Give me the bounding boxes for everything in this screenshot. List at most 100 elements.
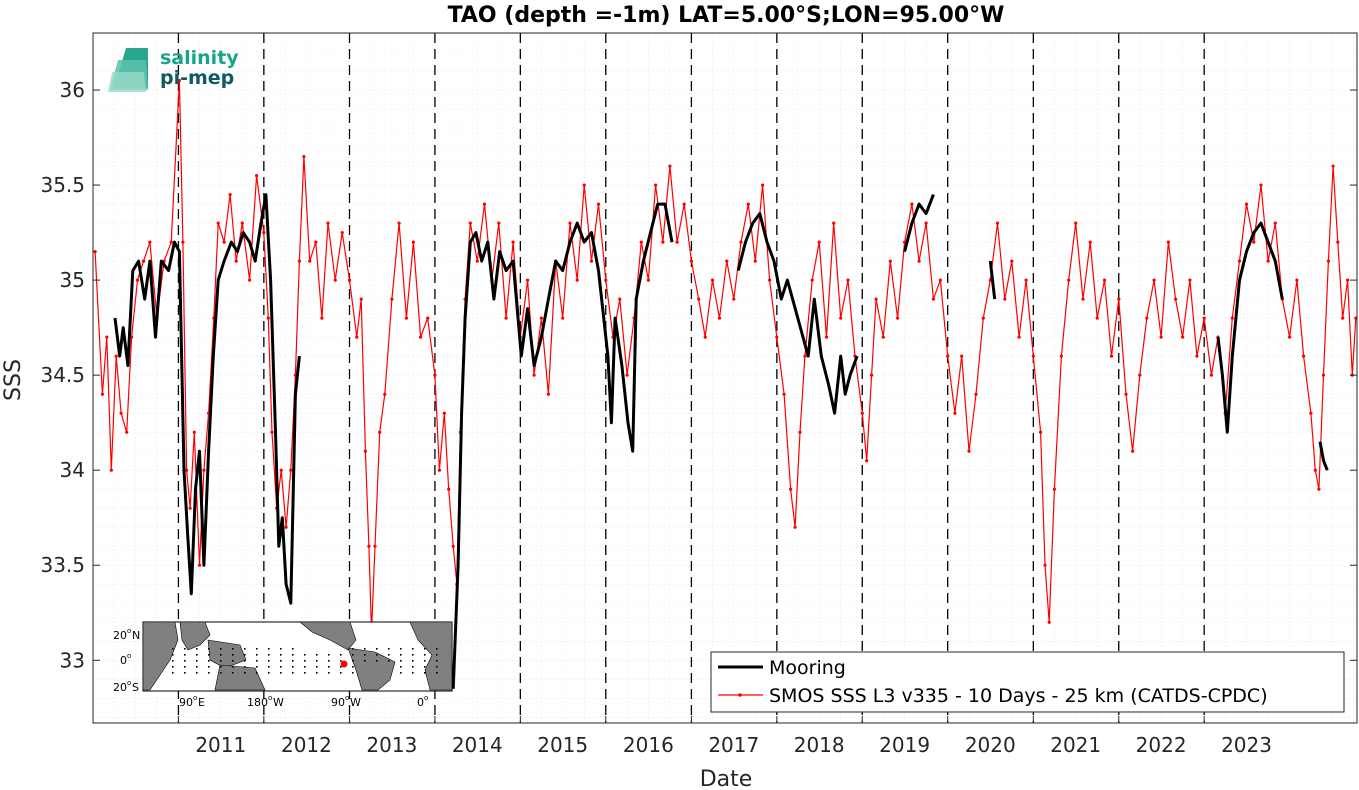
smos-point xyxy=(1031,354,1035,358)
map-buoy-dot xyxy=(232,660,234,662)
y-tick-label-35: 35 xyxy=(60,268,85,292)
mooring-line xyxy=(1318,441,1329,471)
map-buoy-dot xyxy=(280,672,282,674)
y-tick-label-35.5: 35.5 xyxy=(40,173,85,197)
map-buoy-dot xyxy=(208,648,210,650)
map-buoy-dot xyxy=(196,660,198,662)
y-tick-label-33: 33 xyxy=(60,648,85,672)
mooring-line xyxy=(736,212,859,415)
smos-point xyxy=(373,544,377,548)
smos-point xyxy=(953,411,957,415)
smos-point xyxy=(1317,487,1321,491)
smos-point xyxy=(1024,278,1028,282)
smos-point xyxy=(1067,278,1071,282)
map-buoy-dot xyxy=(352,666,354,668)
smos-point xyxy=(202,468,206,472)
smos-point xyxy=(340,231,344,235)
map-buoy-dot xyxy=(316,660,318,662)
map-buoy-dot xyxy=(364,660,366,662)
map-lon-deg-90w: o xyxy=(345,694,349,702)
smos-point xyxy=(347,278,352,282)
smos-point xyxy=(437,468,441,472)
map-buoy-dot xyxy=(364,648,366,650)
logo-waves-icon xyxy=(108,48,148,92)
series-layer xyxy=(93,78,1358,689)
map-buoy-dot xyxy=(196,672,198,674)
smos-point xyxy=(308,259,312,263)
smos-point xyxy=(546,392,551,396)
map-buoy-dot xyxy=(400,666,402,668)
smos-point xyxy=(526,278,530,282)
map-buoy-dot xyxy=(256,660,258,662)
smos-point xyxy=(482,202,487,206)
map-buoy-dot xyxy=(424,654,426,656)
smos-point xyxy=(1230,316,1234,320)
smos-point xyxy=(803,354,807,358)
y-tick-label-33.5: 33.5 xyxy=(40,553,85,577)
smos-point xyxy=(639,240,643,244)
map-buoy-dot xyxy=(436,654,438,656)
smos-point xyxy=(582,183,586,187)
smos-point xyxy=(596,202,601,206)
map-buoy-dot xyxy=(304,666,306,668)
mooring-line xyxy=(113,193,301,605)
smos-point xyxy=(1295,278,1299,282)
smos-point xyxy=(846,278,850,282)
smos-point xyxy=(359,297,363,301)
smos-point xyxy=(302,155,306,159)
smos-point xyxy=(279,468,283,472)
smos-point xyxy=(109,468,113,472)
smos-point xyxy=(761,183,765,187)
smos-point xyxy=(1152,278,1156,282)
smos-point xyxy=(775,335,779,339)
smos-point xyxy=(1166,240,1170,244)
smos-point xyxy=(433,373,437,377)
map-buoy-dot xyxy=(244,660,246,662)
smos-point xyxy=(262,231,266,235)
x-axis-label: Date xyxy=(700,767,753,790)
map-lat-deg-eq: o xyxy=(127,652,131,660)
map-buoy-dot xyxy=(208,654,210,656)
map-buoy-dot xyxy=(352,660,354,662)
map-buoys xyxy=(172,648,438,674)
smos-point xyxy=(1047,620,1051,624)
smos-point xyxy=(896,316,900,320)
smos-point xyxy=(234,259,238,263)
y-tick-label-34: 34 xyxy=(60,458,85,482)
smos-point xyxy=(1266,259,1270,263)
smos-point xyxy=(646,278,651,282)
smos-point xyxy=(248,278,252,282)
map-lon-label-0: 0 xyxy=(417,696,424,709)
year-lines xyxy=(177,33,1205,723)
map-buoy-dot xyxy=(436,672,438,674)
smos-point xyxy=(924,221,928,225)
smos-point xyxy=(355,335,359,339)
smos-point xyxy=(881,335,885,339)
smos-point xyxy=(1039,430,1043,434)
x-tick-label-2017: 2017 xyxy=(708,733,759,757)
map-buoy-dot xyxy=(292,666,294,668)
x-tick-label-2016: 2016 xyxy=(623,733,674,757)
smos-point xyxy=(1252,240,1256,244)
map-buoy-dot xyxy=(184,660,186,662)
map-buoy-dot xyxy=(292,672,294,674)
smos-point xyxy=(568,221,572,225)
map-buoy-dot xyxy=(208,660,210,662)
map-buoy-dot xyxy=(328,666,330,668)
smos-point xyxy=(1081,297,1085,301)
smos-point xyxy=(1102,278,1107,282)
map-buoy-dot xyxy=(304,672,306,674)
smos-point xyxy=(266,316,270,320)
map-buoy-dot xyxy=(196,648,198,650)
map-buoy-dot xyxy=(400,654,402,656)
logo-text-salinity: salinity xyxy=(160,47,239,69)
map-buoy-dot xyxy=(376,648,378,650)
smos-point xyxy=(1138,373,1142,377)
map-buoy-dot xyxy=(316,666,318,668)
map-buoy-dot xyxy=(184,648,186,650)
map-buoy-dot xyxy=(256,654,258,656)
smos-point xyxy=(1288,335,1292,339)
map-lat-labels: 20 o N 0 o 20 o S xyxy=(113,627,140,694)
plot-area xyxy=(92,32,1358,724)
map-buoy-dot xyxy=(412,654,414,656)
